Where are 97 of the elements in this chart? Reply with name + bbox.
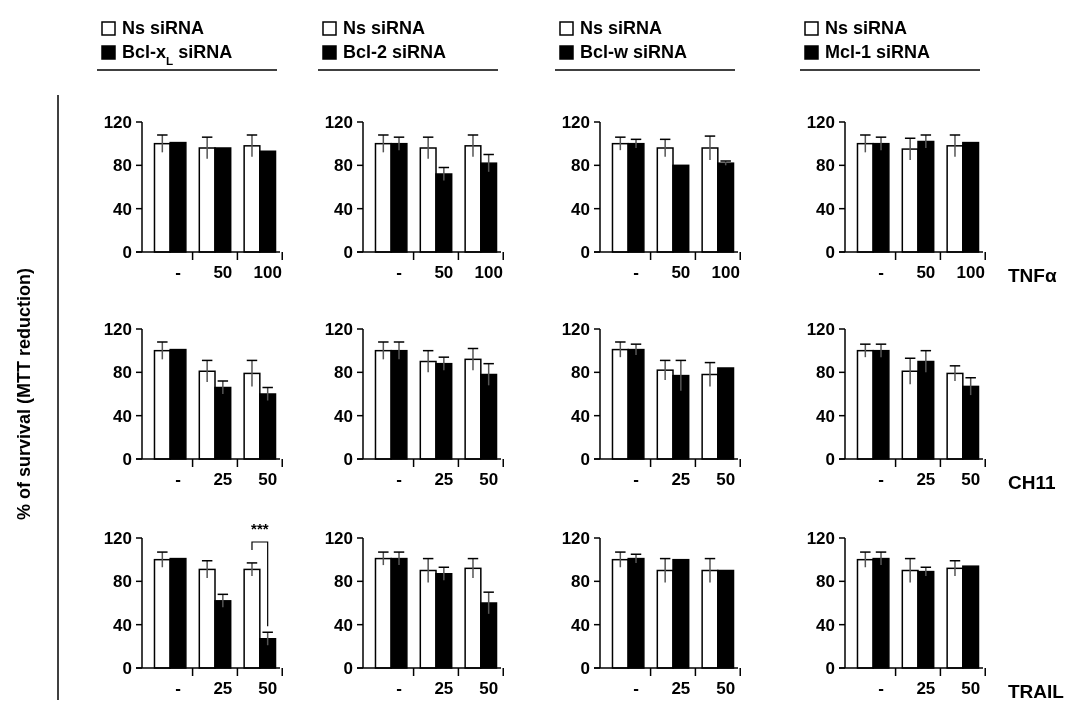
y-tick-label: 120 [806, 112, 835, 132]
y-tick-label: 0 [580, 449, 590, 469]
x-tick-label: 50 [258, 470, 278, 489]
y-tick-label: 80 [816, 156, 835, 176]
x-tick-label: 25 [434, 470, 454, 489]
x-tick-label: 50 [434, 263, 454, 282]
y-tick-label: 40 [571, 615, 590, 635]
x-tick-label: 25 [213, 470, 233, 489]
y-tick-label: 0 [343, 242, 353, 262]
y-tick-label: 40 [113, 406, 132, 426]
x-tick-label: - [633, 470, 639, 489]
x-tick-label: 25 [434, 679, 454, 698]
y-tick-label: 80 [113, 572, 132, 592]
legend-label: Bcl-2 siRNA [343, 42, 447, 62]
legend-label: Ns siRNA [343, 18, 426, 38]
x-tick-label: 100 [711, 263, 740, 282]
x-tick-label: - [396, 470, 402, 489]
y-tick-label: 40 [113, 615, 132, 635]
legend-label: Bcl-w siRNA [580, 42, 688, 62]
y-tick-label: 120 [561, 319, 590, 339]
y-tick-label: 80 [334, 156, 353, 176]
x-tick-label: 50 [479, 679, 499, 698]
x-tick-label: 25 [916, 470, 936, 489]
legend-label: Ns siRNA [825, 18, 908, 38]
y-tick-label: 120 [806, 319, 835, 339]
y-tick-label: 80 [816, 572, 835, 592]
y-tick-label: 120 [324, 319, 353, 339]
y-tick-label: 0 [122, 658, 132, 678]
y-tick-label: 0 [343, 658, 353, 678]
x-tick-label: 50 [671, 263, 691, 282]
x-tick-label: 50 [716, 470, 736, 489]
x-tick-label: - [396, 679, 402, 698]
x-tick-label: 100 [474, 263, 503, 282]
legend-label: Bcl-x$_{L}$ siRNA [122, 42, 233, 67]
x-tick-label: 25 [916, 679, 936, 698]
x-tick-label: - [878, 470, 884, 489]
y-tick-label: 80 [571, 363, 590, 383]
y-tick-label: 40 [816, 615, 835, 635]
x-axis-title: TNFα [1008, 265, 1057, 286]
y-axis-title: % of survival (MTT reduction) [14, 267, 34, 521]
x-tick-label: - [633, 679, 639, 698]
y-tick-label: 120 [806, 528, 835, 548]
y-tick-label: 40 [334, 406, 353, 426]
x-tick-label: - [878, 263, 884, 282]
y-tick-label: 0 [825, 242, 835, 262]
y-tick-label: 120 [324, 112, 353, 132]
x-tick-label: - [175, 679, 181, 698]
y-tick-label: 120 [103, 112, 132, 132]
x-tick-label: 50 [961, 679, 981, 698]
x-axis-title: TRAIL [1008, 681, 1065, 702]
x-tick-label: - [175, 263, 181, 282]
y-tick-label: 80 [571, 572, 590, 592]
legend-label: Ns siRNA [580, 18, 663, 38]
y-tick-label: 120 [324, 528, 353, 548]
x-tick-label: 50 [258, 679, 278, 698]
y-tick-label: 80 [334, 572, 353, 592]
y-tick-label: 80 [113, 156, 132, 176]
x-axis-title: CH11 [1008, 472, 1056, 493]
x-tick-label: 100 [253, 263, 282, 282]
y-tick-label: 120 [103, 528, 132, 548]
y-tick-label: 80 [571, 156, 590, 176]
x-tick-label: 25 [213, 679, 233, 698]
y-tick-label: 40 [113, 199, 132, 219]
y-tick-label: 0 [580, 658, 590, 678]
x-tick-label: 25 [671, 470, 691, 489]
y-tick-label: 80 [113, 363, 132, 383]
y-tick-label: 40 [334, 199, 353, 219]
legend-label: Mcl-1 siRNA [825, 42, 931, 62]
y-tick-label: 0 [122, 242, 132, 262]
y-tick-label: 40 [571, 406, 590, 426]
y-tick-label: 120 [561, 528, 590, 548]
y-tick-label: 80 [816, 363, 835, 383]
y-tick-label: 0 [122, 449, 132, 469]
y-tick-label: 0 [825, 658, 835, 678]
x-tick-label: 100 [956, 263, 985, 282]
legend-label: Ns siRNA [122, 18, 205, 38]
y-tick-label: 120 [103, 319, 132, 339]
y-tick-label: 0 [580, 242, 590, 262]
x-tick-label: - [633, 263, 639, 282]
text: *** [251, 520, 269, 537]
y-tick-label: 40 [816, 406, 835, 426]
x-tick-label: 50 [213, 263, 233, 282]
y-tick-label: 120 [561, 112, 590, 132]
x-tick-label: 25 [671, 679, 691, 698]
x-tick-label: - [878, 679, 884, 698]
x-tick-label: 50 [916, 263, 936, 282]
x-tick-label: - [396, 263, 402, 282]
y-tick-label: 40 [816, 199, 835, 219]
y-tick-label: 40 [334, 615, 353, 635]
x-tick-label: 50 [716, 679, 736, 698]
y-tick-label: 0 [825, 449, 835, 469]
x-tick-label: 50 [479, 470, 499, 489]
y-tick-label: 40 [571, 199, 590, 219]
x-tick-label: 50 [961, 470, 981, 489]
y-tick-label: 0 [343, 449, 353, 469]
x-tick-label: - [175, 470, 181, 489]
y-tick-label: 80 [334, 363, 353, 383]
